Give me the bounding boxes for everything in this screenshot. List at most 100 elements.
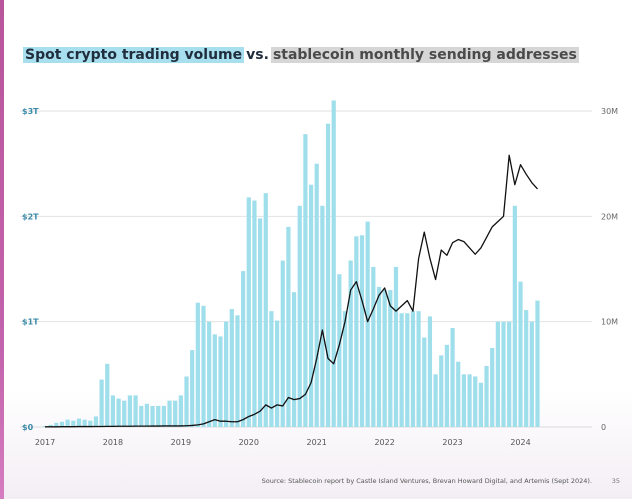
- right-tick-label: 20M: [601, 212, 618, 221]
- volume-bar: [490, 348, 495, 427]
- volume-bar: [342, 311, 348, 427]
- volume-bar: [133, 395, 138, 427]
- x-axis-ticks: 2017 2018 2019 2020 2021 2022 2023 2024: [35, 438, 531, 447]
- volume-bar: [535, 300, 540, 427]
- left-tick-label: $1T: [22, 318, 39, 327]
- volume-bar: [410, 311, 416, 427]
- right-tick-label: 0: [601, 423, 606, 432]
- volume-bar: [139, 405, 144, 427]
- volume-bar: [405, 313, 410, 427]
- volume-bar: [263, 193, 268, 427]
- volume-bar: [478, 382, 483, 427]
- volume-bars: [42, 100, 540, 428]
- volume-bar: [167, 400, 172, 427]
- volume-bar: [303, 134, 308, 428]
- volume-bar: [207, 321, 212, 427]
- volume-bar: [439, 355, 444, 427]
- volume-bar: [224, 321, 229, 427]
- x-tick-label: 2020: [239, 438, 259, 447]
- volume-bar: [291, 292, 297, 427]
- volume-bar: [286, 226, 291, 427]
- volume-bar: [99, 379, 104, 427]
- volume-bar: [444, 344, 450, 427]
- volume-bar: [65, 419, 70, 427]
- volume-bar: [190, 350, 195, 427]
- volume-bar: [467, 374, 472, 427]
- right-tick-label: 10M: [601, 318, 618, 327]
- volume-bar: [161, 405, 166, 427]
- volume-bar: [195, 302, 200, 427]
- volume-bar: [495, 321, 500, 427]
- volume-bar: [433, 374, 438, 427]
- volume-bar: [280, 260, 285, 427]
- volume-bar: [348, 260, 353, 427]
- volume-bar: [308, 184, 314, 427]
- volume-bar: [501, 321, 506, 427]
- volume-bar: [116, 398, 121, 427]
- volume-bar: [246, 197, 251, 427]
- volume-bar: [76, 418, 82, 427]
- title-vs: vs.: [246, 47, 269, 63]
- x-tick-label: 2024: [510, 438, 530, 447]
- volume-bar: [110, 395, 116, 427]
- volume-bar: [201, 305, 206, 427]
- volume-bar: [399, 313, 404, 427]
- volume-bar: [54, 422, 59, 427]
- volume-bar: [354, 236, 359, 427]
- volume-bar: [450, 327, 455, 427]
- volume-bar: [71, 420, 76, 427]
- volume-bar: [461, 374, 466, 427]
- volume-bar: [122, 400, 127, 427]
- x-tick-label: 2017: [35, 438, 55, 447]
- addresses-line: [45, 154, 538, 428]
- volume-bar: [269, 311, 274, 427]
- volume-bar: [178, 395, 183, 427]
- volume-bar: [507, 321, 512, 427]
- volume-bar: [59, 421, 65, 427]
- left-tick-label: $2T: [22, 212, 39, 221]
- x-tick-label: 2019: [171, 438, 191, 447]
- volume-bar: [529, 321, 534, 427]
- volume-bar: [229, 309, 234, 427]
- x-tick-label: 2018: [103, 438, 123, 447]
- volume-bar: [241, 271, 246, 427]
- left-tick-label: $3T: [22, 107, 39, 116]
- volume-bar: [212, 334, 217, 427]
- volume-bar: [150, 405, 155, 427]
- volume-bar: [184, 376, 189, 427]
- volume-bar: [376, 286, 382, 427]
- volume-bar: [337, 274, 342, 427]
- source-note: Source: Stablecoin report by Castle Isla…: [261, 477, 592, 485]
- title-part-sending-addresses: stablecoin monthly sending addresses: [270, 47, 579, 63]
- x-tick-label: 2023: [442, 438, 462, 447]
- volume-bar: [93, 416, 99, 427]
- right-axis-ticks: 0 10M 20M 30M: [601, 107, 618, 432]
- left-tick-label: $0: [22, 423, 34, 432]
- volume-bar: [297, 205, 302, 427]
- volume-bar: [325, 123, 331, 427]
- addresses-line-series: [45, 154, 538, 428]
- volume-bar: [48, 424, 53, 427]
- volume-bar: [388, 290, 393, 427]
- volume-bar: [173, 400, 178, 427]
- left-axis-ticks: $0 $1T $2T $3T: [22, 107, 39, 432]
- volume-bar: [105, 363, 110, 427]
- volume-bar: [331, 100, 336, 427]
- volume-bar: [359, 235, 365, 427]
- volume-bar: [88, 420, 93, 427]
- volume-bar: [484, 365, 489, 427]
- volume-bar: [393, 266, 399, 427]
- volume-bar: [427, 316, 433, 427]
- volume-bar: [144, 403, 149, 427]
- slide-accent-edge: [0, 0, 4, 499]
- volume-bar: [371, 266, 376, 427]
- volume-bar: [235, 315, 240, 427]
- x-tick-label: 2021: [307, 438, 327, 447]
- volume-bar: [382, 290, 387, 427]
- title-part-trading-volume: Spot crypto trading volume: [23, 47, 245, 63]
- volume-bar: [456, 361, 461, 427]
- volume-bar: [365, 221, 370, 427]
- volume-bar: [218, 336, 223, 427]
- volume-bar: [473, 376, 478, 427]
